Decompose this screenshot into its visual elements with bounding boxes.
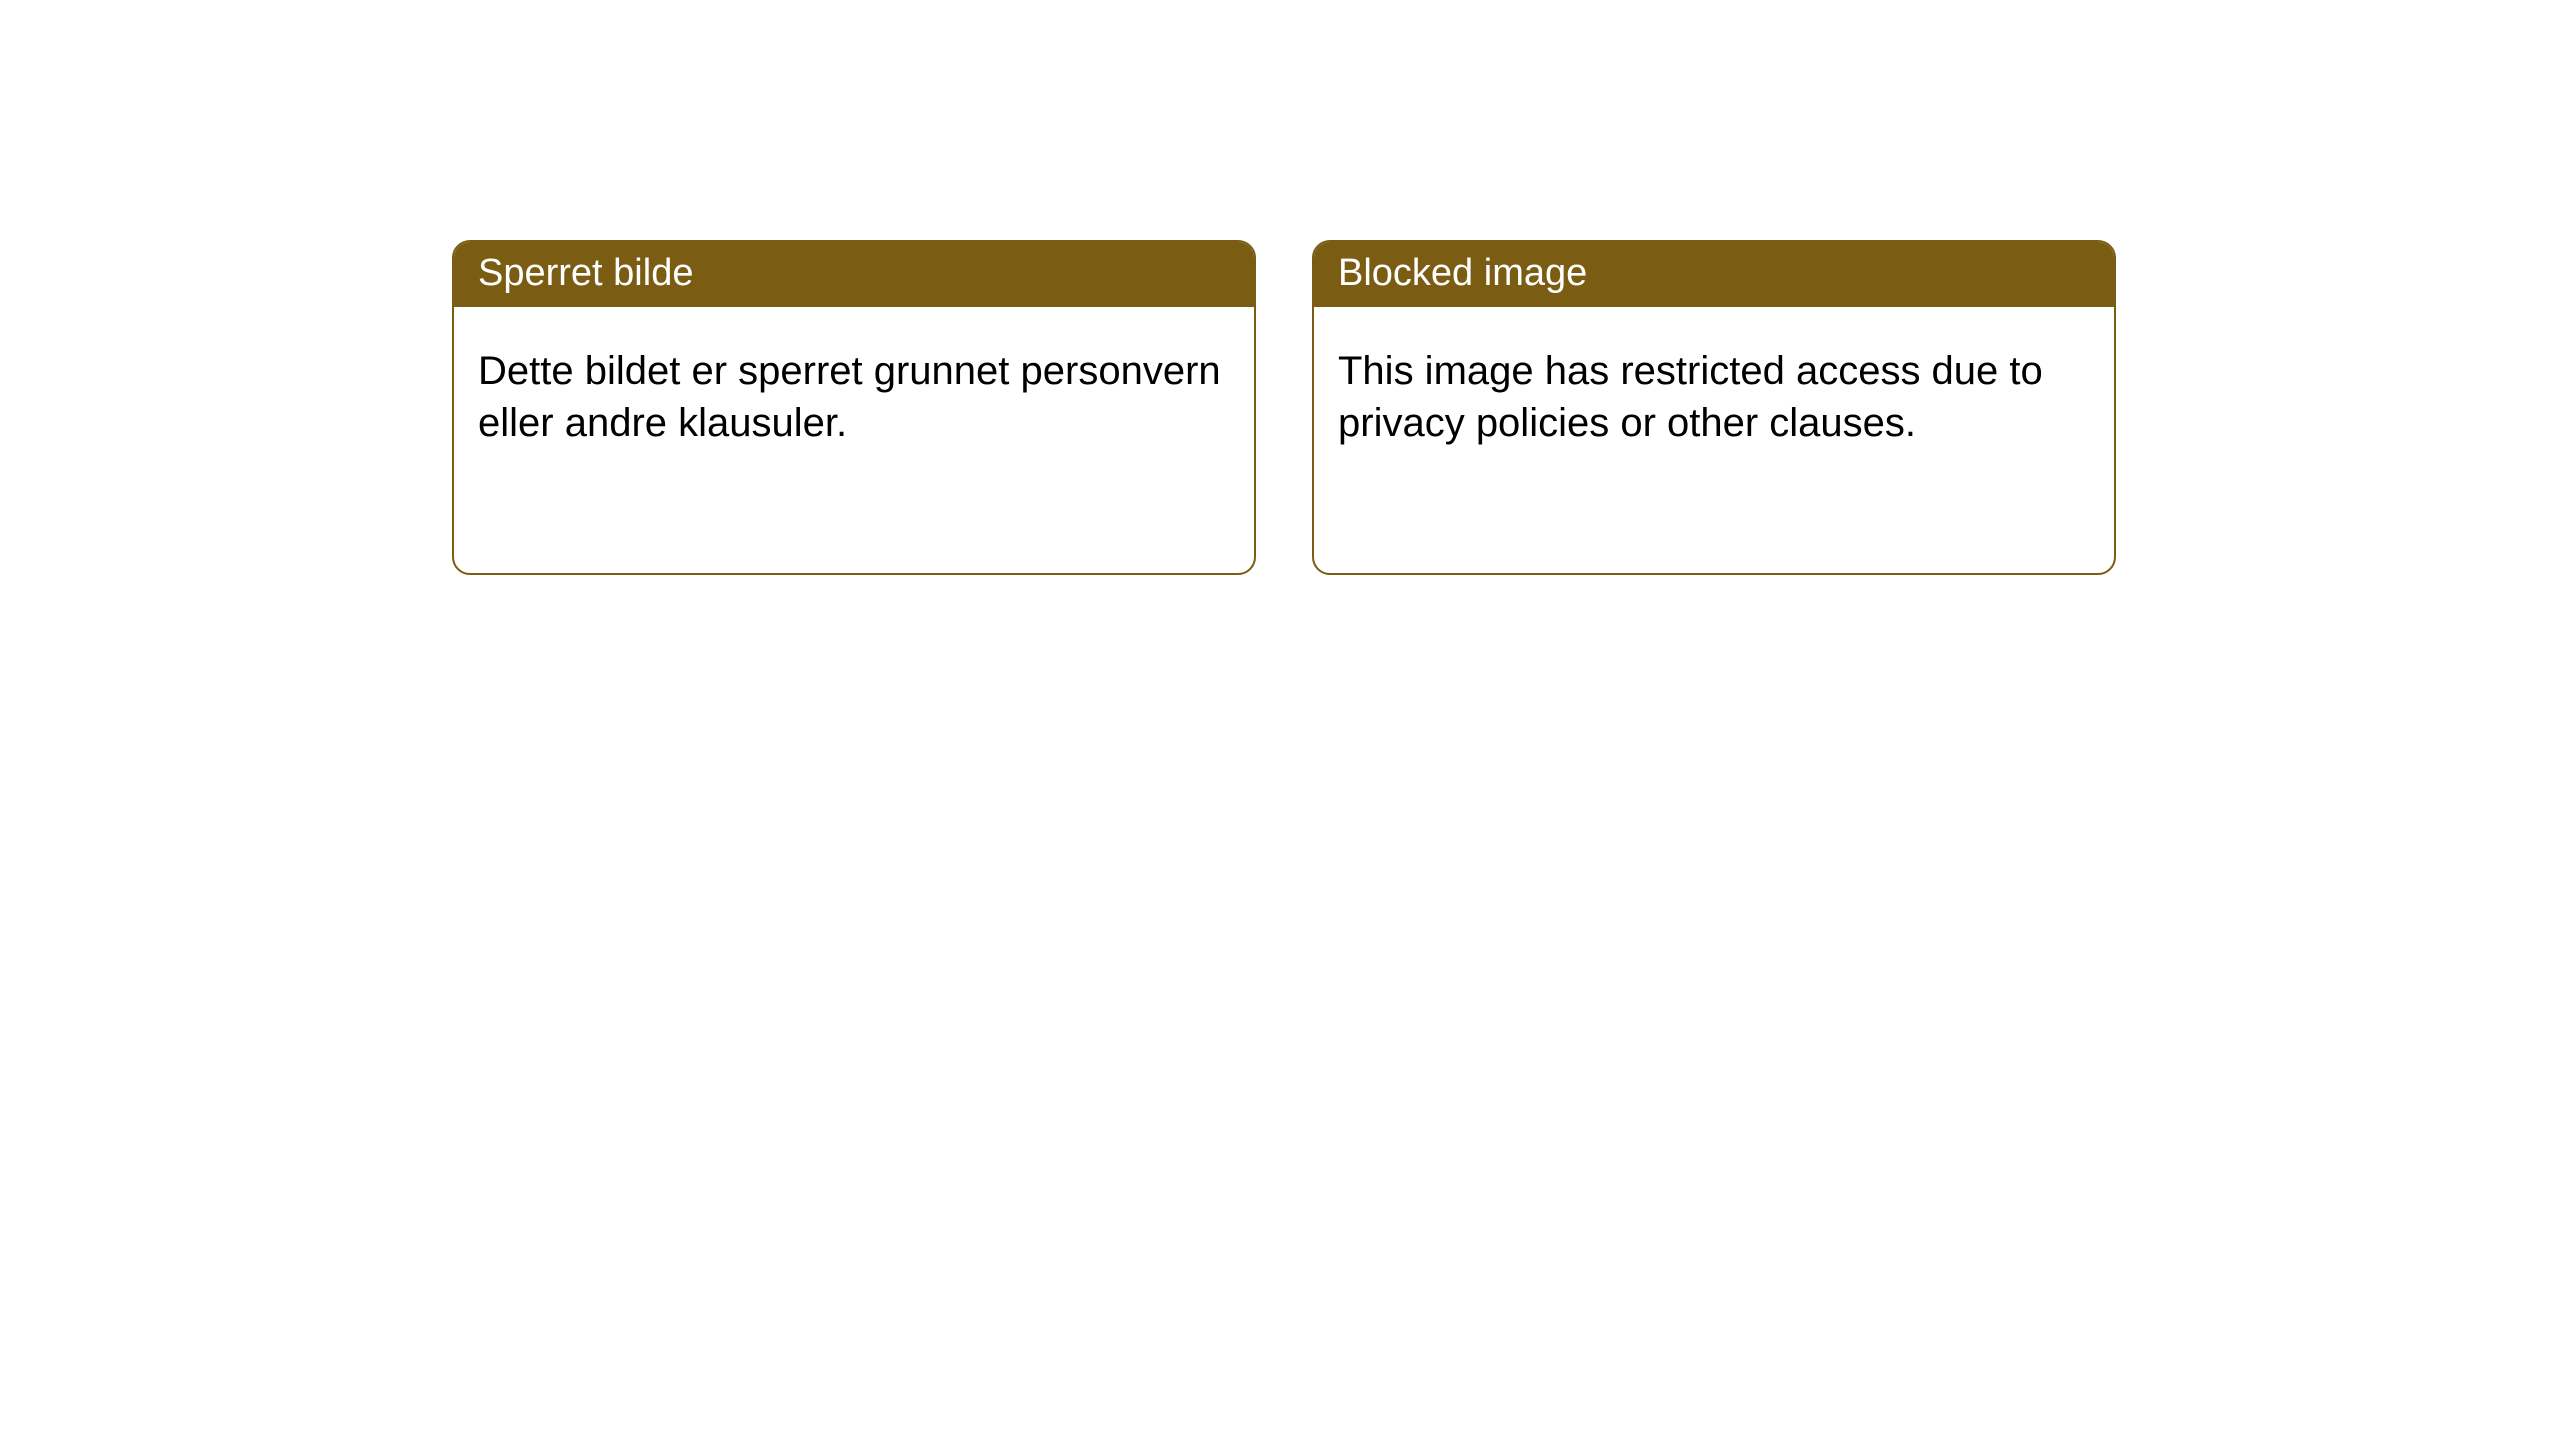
- notice-card-english: Blocked image This image has restricted …: [1312, 240, 2116, 575]
- notice-title: Sperret bilde: [478, 252, 693, 294]
- notice-title: Blocked image: [1338, 252, 1587, 294]
- notice-container: Sperret bilde Dette bildet er sperret gr…: [0, 0, 2560, 575]
- notice-body: This image has restricted access due to …: [1314, 307, 2114, 473]
- notice-body: Dette bildet er sperret grunnet personve…: [454, 307, 1254, 473]
- notice-card-norwegian: Sperret bilde Dette bildet er sperret gr…: [452, 240, 1256, 575]
- notice-body-text: Dette bildet er sperret grunnet personve…: [478, 349, 1221, 445]
- notice-body-text: This image has restricted access due to …: [1338, 349, 2043, 445]
- notice-header: Sperret bilde: [454, 242, 1254, 307]
- notice-header: Blocked image: [1314, 242, 2114, 307]
